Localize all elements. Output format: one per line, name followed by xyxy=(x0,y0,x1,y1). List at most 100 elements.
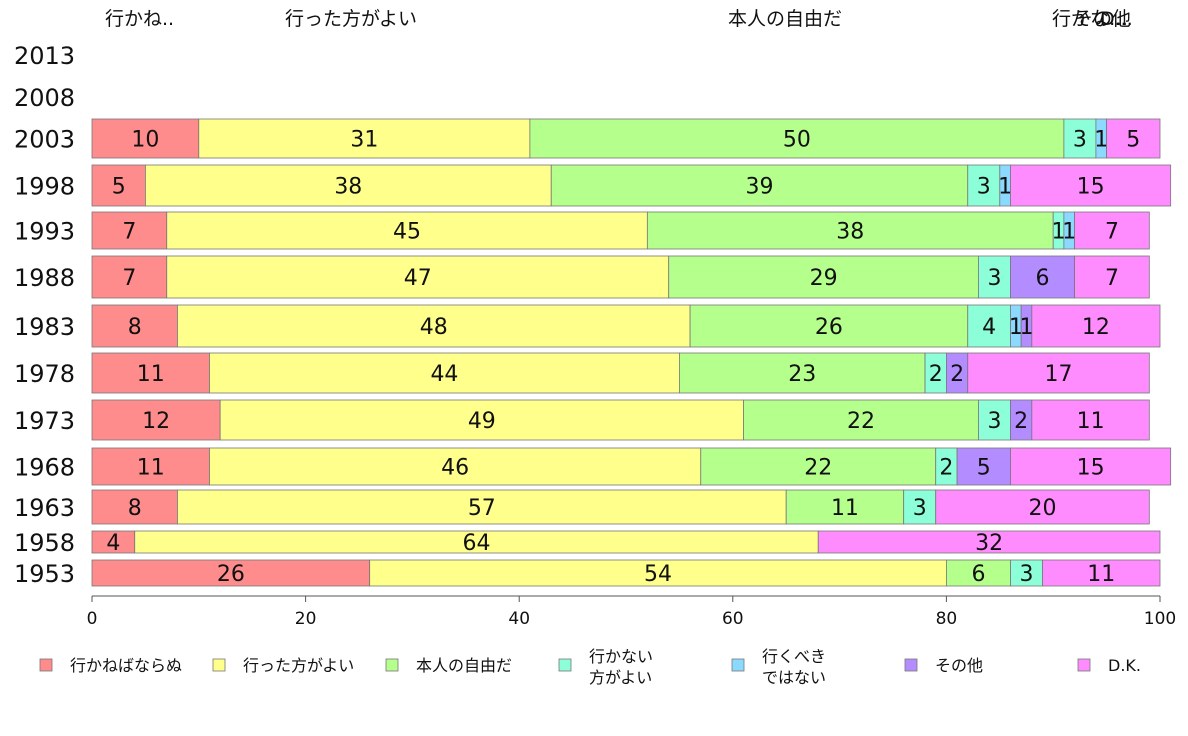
bar-segment xyxy=(967,164,1001,207)
bar-value-label: 11 xyxy=(137,362,165,387)
bar-segment xyxy=(967,304,1011,348)
bar-value-label: 3 xyxy=(987,409,1001,434)
legend-swatch xyxy=(731,658,745,672)
year-label: 1958 xyxy=(14,529,75,557)
bar-segment xyxy=(91,211,168,250)
bar-value-label: 64 xyxy=(462,531,490,556)
bars: 10 31 50 3 1 55 38 39 3 1 157 45 38 11 77 47 29 3 6 78 48 26 4… xyxy=(91,118,1172,587)
bar-segment xyxy=(209,447,702,486)
x-axis: 0 20 40 60 80 100 xyxy=(87,595,1176,629)
bar-segment xyxy=(369,559,947,587)
bar-segment xyxy=(1010,255,1075,299)
bar-value-label: 11 xyxy=(1087,562,1115,587)
bar-value-label: 5 xyxy=(112,175,126,200)
legend-label: その他 xyxy=(935,656,983,675)
legend-swatch xyxy=(385,658,399,672)
legend-label: 行かねばならぬ xyxy=(70,656,182,675)
bar-value-label: 2 xyxy=(950,362,964,387)
bar-value-label: 38 xyxy=(334,175,362,200)
top-label: 行かね.. xyxy=(105,8,174,30)
bar-value-label: 46 xyxy=(441,456,469,481)
bar-segment xyxy=(785,489,905,525)
bar-segment xyxy=(646,211,1054,250)
bar-value-label: 3 xyxy=(977,175,991,200)
bar-segment xyxy=(978,399,1011,441)
year-label: 2003 xyxy=(14,126,75,154)
legend-label: 行かない xyxy=(589,647,653,666)
year-label: 1963 xyxy=(14,494,75,522)
bar-value-label: 11 xyxy=(1077,409,1105,434)
bar-segment xyxy=(177,489,787,525)
year-label: 1998 xyxy=(14,173,75,201)
bar-value-label: 2 xyxy=(1014,409,1028,434)
bar-segment xyxy=(166,211,648,250)
bar-value-label: 15 xyxy=(1077,175,1105,200)
bar-value-label: 45 xyxy=(393,220,421,245)
bar-segment xyxy=(1031,399,1150,441)
bar-value-label: 4 xyxy=(982,315,996,340)
bar-value-label: 23 xyxy=(788,362,816,387)
bar-segment xyxy=(91,489,178,525)
legend-swatch xyxy=(904,658,918,672)
bar-value-label: 11 xyxy=(137,456,165,481)
year-label: 1973 xyxy=(14,407,75,435)
bar-value-label: 3 xyxy=(1020,562,1034,587)
bar-segment xyxy=(1074,255,1150,299)
legend-label: ではない xyxy=(762,668,826,687)
bar-segment xyxy=(144,164,552,207)
bar-value-label: 1 xyxy=(1020,315,1034,340)
bar-segment xyxy=(817,530,1161,554)
bar-segment xyxy=(529,118,1065,159)
bar-value-label: 1 xyxy=(1062,220,1076,245)
bar-value-label: 32 xyxy=(975,531,1003,556)
bar-value-label: 47 xyxy=(404,266,432,291)
bar-value-label: 1 xyxy=(998,175,1012,200)
year-label: 1983 xyxy=(14,313,75,341)
bar-value-label: 1 xyxy=(1009,315,1023,340)
legend-label: 行った方がよい xyxy=(243,656,354,675)
bar-value-label: 54 xyxy=(644,562,672,587)
top-label: 本人の自由だ xyxy=(728,8,842,30)
bar-segment xyxy=(209,352,680,394)
bar-value-label: 3 xyxy=(987,266,1001,291)
x-tick-label: 20 xyxy=(295,609,317,629)
top-label: 行かな… xyxy=(1052,8,1128,30)
bar-segment xyxy=(689,304,969,348)
bar-value-label: 26 xyxy=(217,562,245,587)
bar-value-label: 2 xyxy=(929,362,943,387)
x-tick-label: 0 xyxy=(87,609,98,629)
bar-segment xyxy=(91,447,210,486)
bar-value-label: 7 xyxy=(122,220,136,245)
bar-value-label: 39 xyxy=(746,175,774,200)
bar-segment xyxy=(91,304,178,348)
bar-value-label: 29 xyxy=(810,266,838,291)
bar-value-label: 38 xyxy=(836,220,864,245)
bar-segment xyxy=(668,255,979,299)
year-label: 2008 xyxy=(14,84,75,112)
bar-value-label: 26 xyxy=(815,315,843,340)
bar-value-label: 6 xyxy=(1036,266,1050,291)
top-label: D... xyxy=(1100,8,1133,30)
bar-value-label: 11 xyxy=(831,496,859,521)
bar-segment xyxy=(956,447,1011,486)
bar-segment xyxy=(1010,559,1043,587)
x-tick-label: 100 xyxy=(1144,609,1176,629)
bar-value-label: 22 xyxy=(847,409,875,434)
top-labels: 行かね.. 行った方がよい 本人の自由だ 行かな…その他D... xyxy=(105,8,1133,30)
bar-value-label: 48 xyxy=(420,315,448,340)
bar-segment xyxy=(219,399,744,441)
bar-segment xyxy=(743,399,979,441)
bar-segment xyxy=(1042,559,1161,587)
legend-swatch xyxy=(212,658,226,672)
bar-segment xyxy=(1074,211,1150,250)
legend-swatch xyxy=(39,658,53,672)
x-tick-label: 80 xyxy=(936,609,958,629)
bar-value-label: 20 xyxy=(1029,496,1057,521)
year-label: 1993 xyxy=(14,218,75,246)
bar-value-label: 12 xyxy=(1082,315,1110,340)
bar-segment xyxy=(91,559,371,587)
bar-value-label: 12 xyxy=(142,409,170,434)
bar-value-label: 15 xyxy=(1077,456,1105,481)
bar-segment xyxy=(1063,118,1097,159)
